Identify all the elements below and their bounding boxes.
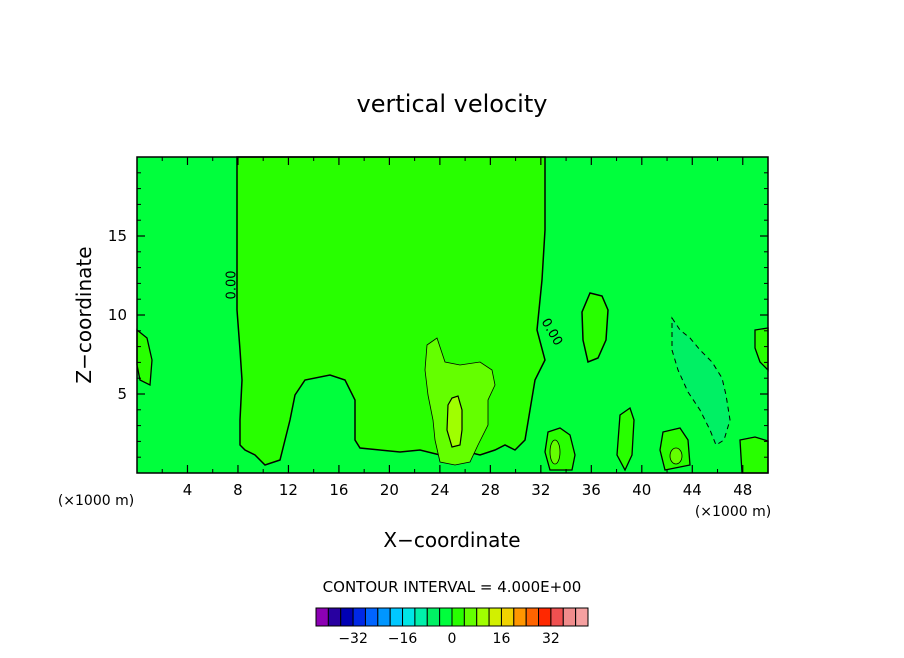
colorbar-swatch <box>364 607 379 627</box>
zero-to-plus4-region <box>616 406 635 472</box>
contour-label: 0.00 <box>224 271 239 300</box>
x-tick-label: 20 <box>380 481 399 499</box>
colorbar-swatch <box>377 607 391 627</box>
zero-to-plus4-region <box>754 327 769 372</box>
colorbar-swatch <box>562 607 577 627</box>
colorbar-tick-label: 0 <box>448 631 457 647</box>
colorbar-swatch <box>327 607 342 627</box>
x-tick-label: 12 <box>279 481 298 499</box>
colorbar-tick-label: 32 <box>542 631 560 647</box>
x-unit-label-right: (×1000 m) <box>695 504 771 520</box>
colorbar-swatch <box>550 607 564 627</box>
colorbar-swatch <box>476 607 490 627</box>
colorbar: −32 −16 0 16 32 <box>315 607 589 647</box>
x-unit-label-left: (×1000 m) <box>58 493 134 509</box>
colorbar-swatch <box>315 607 329 627</box>
colorbar-tick-label: −32 <box>338 631 368 647</box>
minus8-to-minus4-region <box>671 316 731 446</box>
x-tick-label: 8 <box>233 481 243 499</box>
colorbar-swatch <box>538 607 552 627</box>
colorbar-swatch <box>451 607 465 627</box>
x-axis-label: X−coordinate <box>383 528 520 552</box>
contour-interval-label: CONTOUR INTERVAL = 4.000E+00 <box>323 578 582 596</box>
plot-area <box>136 156 769 474</box>
zero-to-plus4-region <box>236 156 546 466</box>
colorbar-swatch <box>500 607 515 627</box>
zero-to-plus4-region <box>739 436 769 474</box>
colorbar-swatch <box>402 607 416 627</box>
colorbar-tick-label: 16 <box>493 631 511 647</box>
y-axis: 5 10 15 <box>108 172 768 458</box>
colorbar-swatch <box>340 607 354 627</box>
zero-to-plus4-region <box>581 292 609 364</box>
x-tick-label: 16 <box>329 481 348 499</box>
colorbar-swatch <box>525 607 540 627</box>
x-tick-label: 32 <box>531 481 550 499</box>
colorbar-swatch <box>575 607 589 627</box>
x-tick-label: 24 <box>430 481 449 499</box>
colorbar-swatch <box>352 607 366 627</box>
colorbar-swatch <box>463 607 478 627</box>
y-tick-label: 15 <box>108 227 127 245</box>
colorbar-swatch <box>488 607 502 627</box>
x-tick-label: 40 <box>632 481 651 499</box>
colorbar-swatch <box>414 607 428 627</box>
y-axis-label: Z−coordinate <box>72 246 96 383</box>
y-tick-label: 5 <box>117 385 127 403</box>
colorbar-swatch <box>426 607 441 627</box>
colorbar-swatch <box>389 607 404 627</box>
x-axis: 4 8 12 16 20 24 28 32 36 40 44 48 <box>161 157 752 499</box>
y-tick-label: 10 <box>108 306 127 324</box>
chart-title: vertical velocity <box>357 90 548 118</box>
colorbar-swatch <box>439 607 453 627</box>
x-tick-label: 48 <box>733 481 752 499</box>
plus4-to-plus8-spot <box>549 439 561 465</box>
colorbar-tick-label: −16 <box>388 631 418 647</box>
plus8-to-plus12-region <box>446 395 463 448</box>
x-tick-label: 4 <box>183 481 193 499</box>
x-tick-label: 44 <box>683 481 702 499</box>
colorbar-swatch <box>513 607 527 627</box>
x-tick-label: 28 <box>481 481 500 499</box>
plus4-to-plus8-spot <box>669 447 683 465</box>
x-tick-label: 36 <box>582 481 601 499</box>
